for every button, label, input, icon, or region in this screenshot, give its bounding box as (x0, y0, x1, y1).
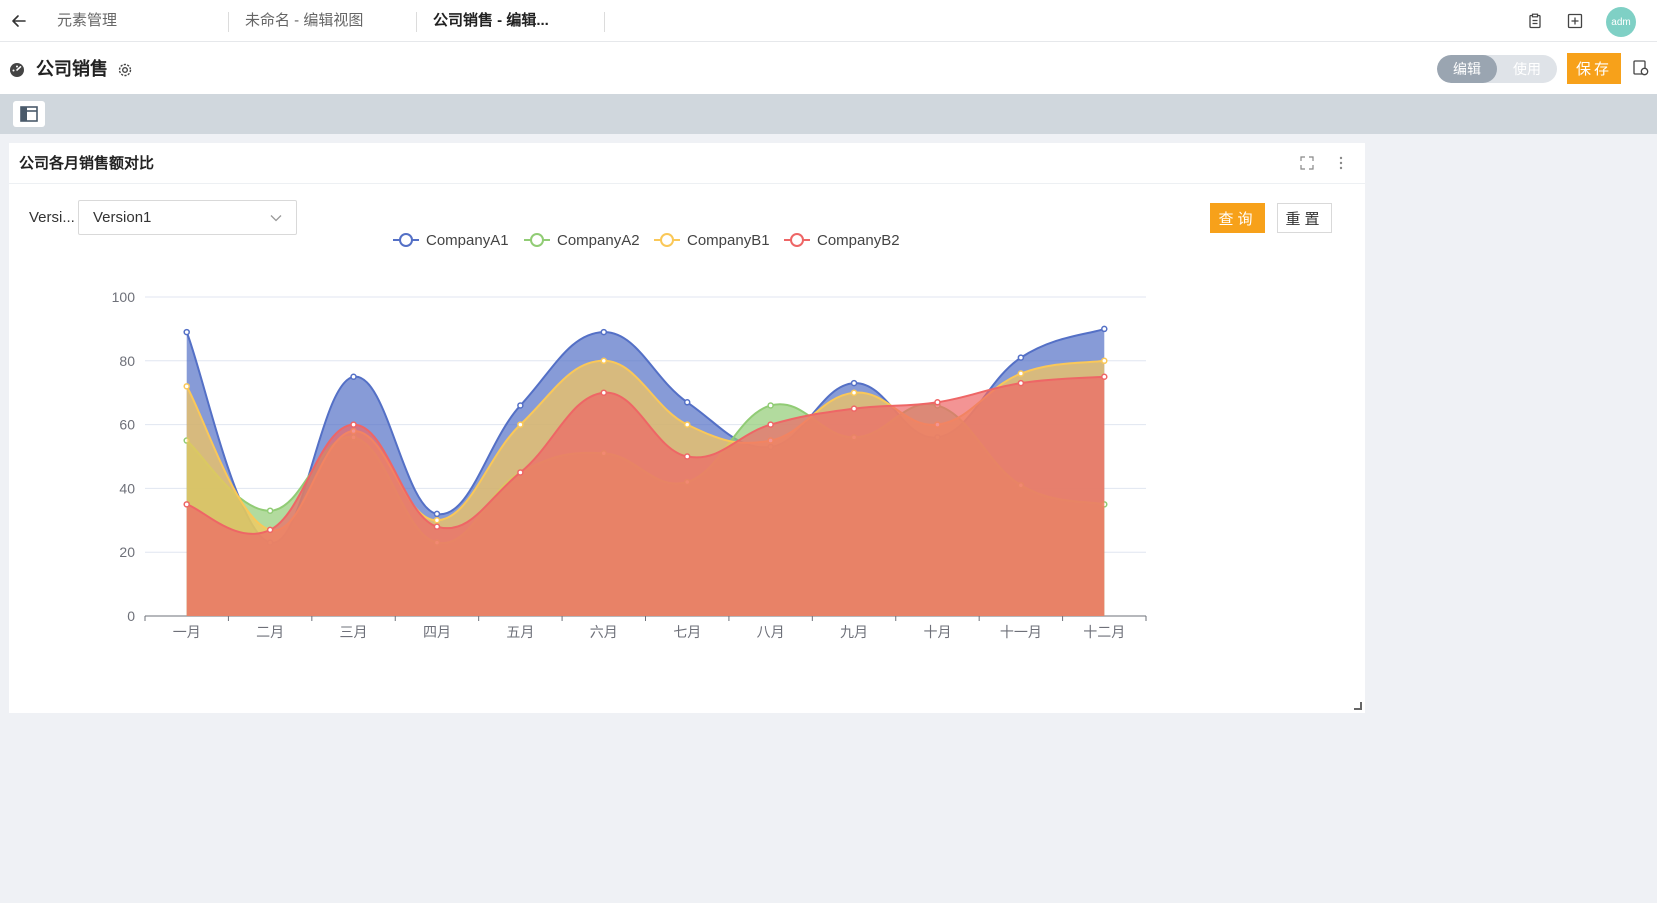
y-tick-label: 60 (119, 417, 135, 433)
legend-marker[interactable] (790, 233, 804, 247)
x-tick-label: 四月 (423, 624, 451, 640)
page-title: 公司销售 (36, 59, 108, 79)
data-point-CompanyA2[interactable] (266, 507, 274, 514)
dashboard-icon (10, 63, 24, 77)
x-tick-label: 六月 (590, 624, 618, 640)
widget-title: 公司各月销售额对比 (19, 155, 155, 172)
layout-button[interactable] (13, 101, 45, 127)
data-point-CompanyA1[interactable] (683, 399, 691, 406)
x-tick-label: 十月 (923, 624, 951, 640)
data-point-CompanyB2[interactable] (1101, 373, 1108, 380)
widget-header: 公司各月销售额对比 (9, 143, 1365, 184)
chevron-down-icon (270, 215, 282, 222)
data-point-CompanyB2[interactable] (433, 523, 441, 530)
version-select[interactable]: Version1 (78, 200, 297, 235)
add-panel-icon[interactable] (1565, 11, 1585, 31)
legend-marker[interactable] (399, 233, 413, 247)
tab-untitled-edit-view[interactable]: 未命名 - 编辑视图 (245, 12, 364, 29)
data-point-CompanyB2[interactable] (517, 469, 524, 476)
data-point-CompanyB2[interactable] (1017, 379, 1025, 387)
data-point-CompanyB1[interactable] (850, 389, 858, 396)
gear-icon[interactable] (116, 61, 134, 79)
resize-handle[interactable] (1354, 702, 1362, 710)
tab-company-sales-edit[interactable]: 公司销售 - 编辑... (433, 12, 549, 29)
legend-item[interactable]: CompanyA2 (557, 232, 640, 249)
data-point-CompanyB1[interactable] (1017, 370, 1025, 377)
data-point-CompanyB1[interactable] (183, 383, 190, 390)
settings-panel-icon[interactable] (1632, 59, 1650, 77)
data-point-CompanyB2[interactable] (934, 399, 941, 406)
y-tick-label: 40 (119, 480, 135, 496)
legend-item[interactable]: CompanyB1 (687, 232, 770, 249)
y-tick-label: 100 (112, 289, 136, 305)
data-point-CompanyB2[interactable] (850, 405, 858, 412)
data-point-CompanyA2[interactable] (767, 402, 774, 409)
x-tick-label: 五月 (506, 624, 534, 640)
data-point-CompanyB1[interactable] (433, 517, 441, 524)
data-point-CompanyB2[interactable] (266, 526, 274, 534)
data-point-CompanyB2[interactable] (183, 501, 190, 508)
x-tick-label: 九月 (840, 624, 868, 640)
y-tick-label: 80 (119, 353, 135, 369)
avatar[interactable]: adm (1606, 7, 1636, 37)
data-point-CompanyB1[interactable] (517, 421, 524, 428)
fullscreen-icon[interactable] (1299, 155, 1315, 171)
top-tab-bar: 元素管理 未命名 - 编辑视图 公司销售 - 编辑... adm (0, 0, 1657, 42)
save-button[interactable]: 保存 (1567, 53, 1621, 84)
legend-item[interactable]: CompanyB2 (817, 232, 900, 249)
tab-divider (604, 12, 605, 32)
data-point-CompanyA1[interactable] (1101, 325, 1108, 333)
legend-item[interactable]: CompanyA1 (426, 232, 509, 249)
mode-edit-option[interactable]: 编辑 (1437, 55, 1497, 83)
y-tick-label: 0 (127, 608, 135, 624)
more-vertical-icon[interactable] (1333, 155, 1349, 171)
x-tick-label: 十一月 (1000, 624, 1042, 640)
data-point-CompanyA1[interactable] (433, 510, 441, 518)
data-point-CompanyB1[interactable] (600, 357, 608, 365)
data-point-CompanyB2[interactable] (350, 421, 357, 428)
series-area-CompanyB2 (186, 376, 1105, 616)
layout-toolbar (0, 94, 1657, 134)
data-point-CompanyB1[interactable] (683, 421, 691, 428)
sales-area-chart: 0 20 40 60 80 100 一月 二月 三月 四月 五月 六月 七月 八月 九月 十月 十一月 十二月 Co… (112, 232, 1147, 640)
data-point-CompanyB2[interactable] (683, 453, 691, 460)
version-select-value: Version1 (93, 209, 152, 226)
tab-element-management[interactable]: 元素管理 (57, 12, 118, 29)
data-point-CompanyA1[interactable] (183, 328, 190, 336)
query-button[interactable]: 查询 (1210, 203, 1265, 233)
arrow-left-icon (12, 15, 26, 27)
data-point-CompanyB2[interactable] (600, 389, 608, 396)
dashboard-title-bar: 公司销售 编辑 使用 保存 (0, 42, 1657, 94)
layout-icon (20, 106, 38, 122)
x-tick-label: 三月 (340, 624, 368, 640)
reset-button[interactable]: 重置 (1277, 203, 1332, 233)
x-tick-label: 八月 (757, 624, 785, 640)
y-tick-label: 20 (119, 544, 135, 560)
legend-marker[interactable] (660, 233, 674, 247)
data-point-CompanyA1[interactable] (600, 328, 608, 336)
version-filter-label: Versi... (29, 209, 75, 226)
tab-divider (416, 12, 417, 32)
data-point-CompanyB2[interactable] (767, 421, 774, 428)
mode-toggle[interactable]: 编辑 使用 (1437, 55, 1557, 83)
tab-divider (228, 12, 229, 32)
x-tick-label: 十二月 (1083, 624, 1125, 640)
x-tick-label: 一月 (173, 624, 201, 640)
data-point-CompanyA1[interactable] (1017, 354, 1025, 361)
x-tick-label: 七月 (673, 624, 701, 640)
data-point-CompanyA1[interactable] (850, 379, 858, 387)
data-point-CompanyA1[interactable] (517, 402, 524, 409)
clipboard-icon[interactable] (1525, 11, 1545, 31)
back-button[interactable] (6, 8, 32, 34)
data-point-CompanyB1[interactable] (1101, 357, 1108, 365)
mode-use-option[interactable]: 使用 (1513, 61, 1541, 77)
legend-marker[interactable] (530, 233, 544, 247)
data-point-CompanyA1[interactable] (350, 373, 357, 380)
x-tick-label: 二月 (256, 624, 284, 640)
